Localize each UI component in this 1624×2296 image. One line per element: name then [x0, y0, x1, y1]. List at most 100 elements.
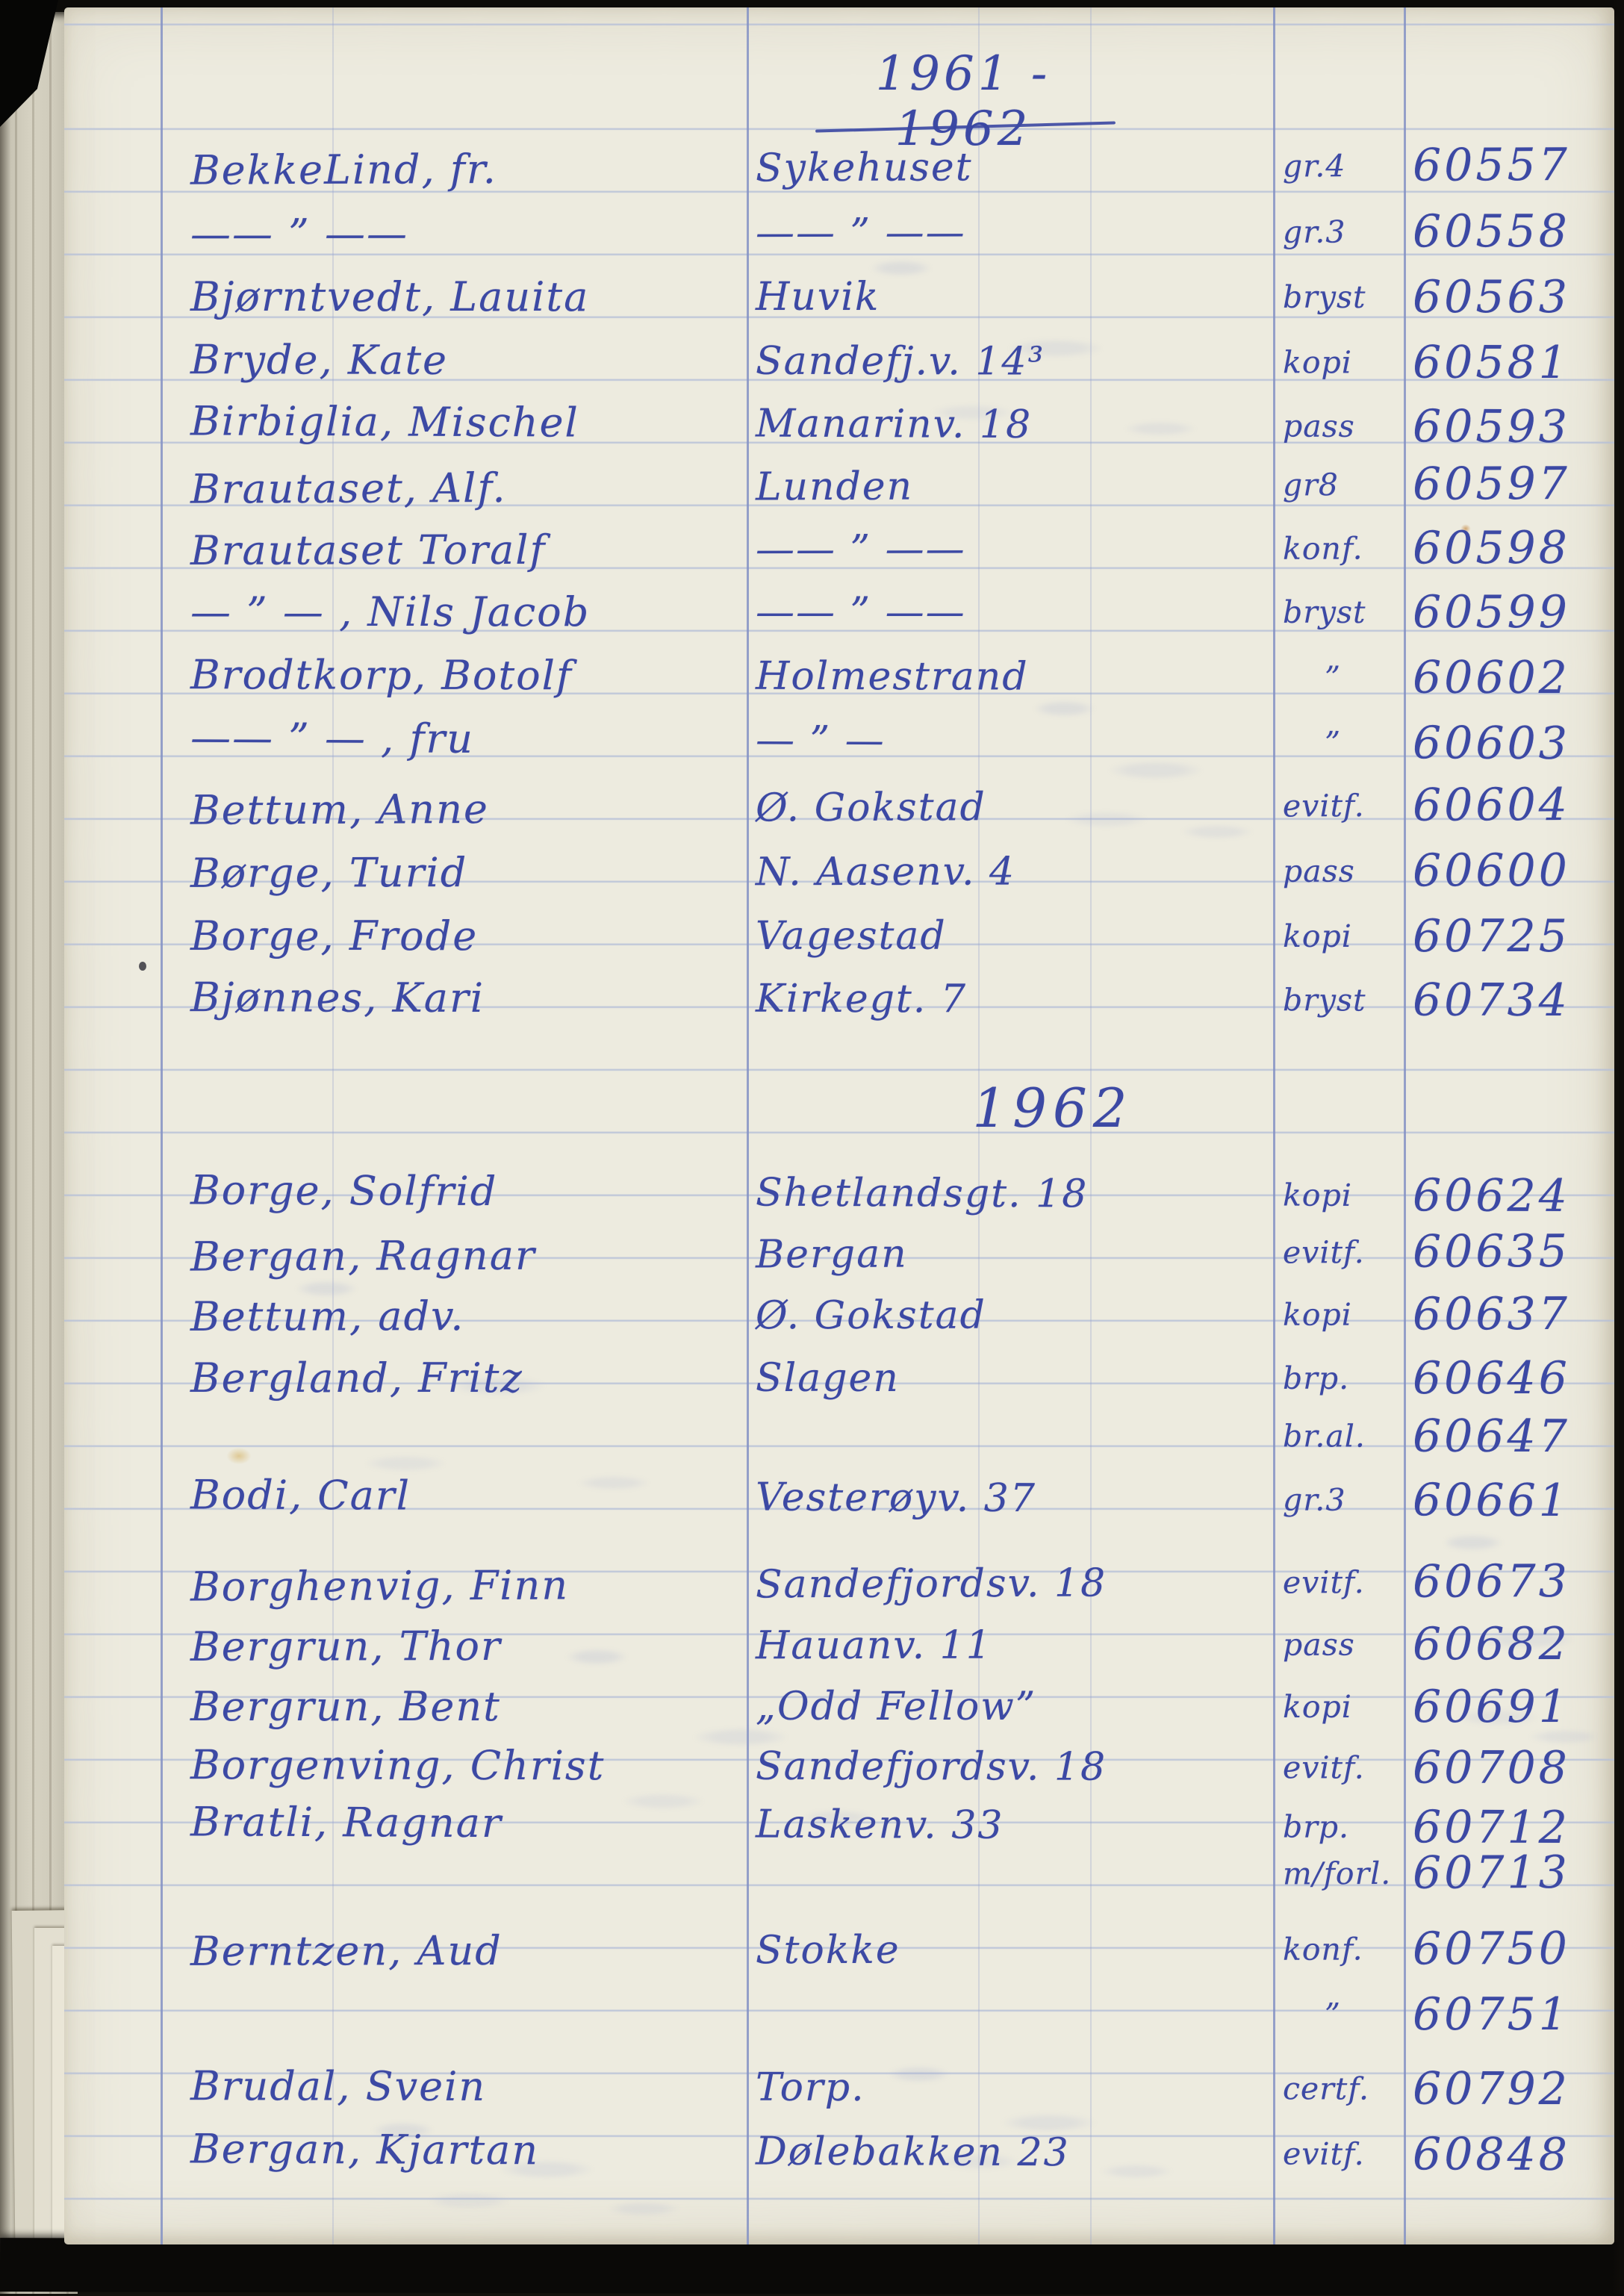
- faint-guide-line: [332, 7, 334, 2244]
- entry-number: 60604: [1412, 778, 1571, 832]
- ledger-row: —— ” — , fru — ” — ” 60603: [64, 708, 1614, 777]
- faint-guide-line: [1090, 7, 1092, 2244]
- entry-type: konf.: [1282, 530, 1363, 567]
- entry-number: 60624: [1412, 1169, 1571, 1223]
- entry-address: Slagen: [756, 1356, 900, 1401]
- entry-number: 60751: [1413, 1988, 1570, 2041]
- ledger-row: —— ” —— —— ” —— gr.3 60558: [64, 202, 1614, 267]
- ledger-row: Bettum, adv. Ø. Gokstad kopi 60637: [64, 1284, 1614, 1350]
- entry-address: „Odd Fellow”: [756, 1684, 1037, 1729]
- entry-name: Bjørntvedt, Lauita: [190, 273, 590, 320]
- entry-type: bryst: [1283, 279, 1366, 315]
- entry-address: Ø. Gokstad: [755, 785, 986, 831]
- entry-name: Bettum, adv.: [190, 1292, 465, 1340]
- ledger-row: Birbiglia, Mischel Manarinv. 18 pass 605…: [64, 391, 1614, 461]
- entry-number: 60848: [1412, 2128, 1571, 2182]
- entry-name: Bodi, Carl: [190, 1471, 411, 1519]
- entry-name: Børge, Turid: [190, 849, 468, 897]
- entry-number: 60597: [1412, 457, 1571, 511]
- entry-name: Borge, Frode: [190, 912, 479, 959]
- entry-address: Holmestrand: [755, 653, 1029, 700]
- entry-name: Berntzen, Aud: [190, 1926, 503, 1975]
- entry-address: Sandefjordsv. 18: [755, 1743, 1107, 1790]
- entry-number: 60581: [1412, 336, 1570, 390]
- entry-type: kopi: [1283, 918, 1352, 954]
- scan-right-edge: [1612, 0, 1624, 2294]
- ledger-row: Borge, Solfrid Shetlandsgt. 18 kopi 6062…: [64, 1160, 1614, 1230]
- ledger-row: Berntzen, Aud Stokke konf. 60750: [64, 1919, 1614, 1985]
- entry-name: Brautaset, Alf.: [190, 464, 507, 513]
- entry-name: Bergland, Fritz: [190, 1354, 523, 1401]
- entry-name: Bergrun, Thor: [190, 1622, 502, 1670]
- entry-name: Bjønnes, Kari: [190, 974, 485, 1022]
- entry-number: 60725: [1413, 910, 1570, 962]
- entry-type: evitf.: [1282, 1564, 1365, 1601]
- ledger-row: Børge, Turid N. Aasenv. 4 pass 60600: [64, 841, 1614, 906]
- entry-type: pass: [1282, 1626, 1355, 1663]
- section-year-header: 1962: [972, 1077, 1133, 1139]
- margin-line: [161, 7, 163, 2244]
- entry-type: konf.: [1282, 1931, 1363, 1967]
- entry-number: 60647: [1412, 1410, 1570, 1463]
- entry-name: Borghenvig, Finn: [190, 1561, 570, 1611]
- entry-type: ”: [1325, 1997, 1341, 2032]
- entry-type: evitf.: [1282, 1234, 1365, 1271]
- entry-name: BekkeLind, fr.: [190, 145, 498, 194]
- scan-bottom-edge: [0, 2238, 1624, 2296]
- entry-address: Sandefjordsv. 18: [755, 1561, 1107, 1608]
- entry-name: —— ” ——: [190, 210, 408, 258]
- faint-guide-line: [978, 7, 980, 2244]
- entry-name: Birbiglia, Mischel: [190, 397, 579, 447]
- entry-number: 60713: [1412, 1846, 1571, 1900]
- entry-address: Ø. Gokstad: [755, 1292, 986, 1339]
- entry-type: evitf.: [1282, 1749, 1365, 1786]
- entry-type: m/forl.: [1282, 1855, 1392, 1892]
- notebook-page: 1961 - 1962 1962 BekkeLind, fr. Sykehuse…: [64, 7, 1614, 2244]
- entry-number: 60646: [1413, 1352, 1570, 1404]
- entry-address: Kirkegt. 7: [755, 976, 968, 1022]
- ledger-row: Bryde, Kate Sandefj.v. 14³ kopi 60581: [64, 330, 1614, 396]
- entry-address: — ” —: [755, 718, 886, 764]
- entry-type: evitf.: [1282, 2135, 1365, 2172]
- entry-name: Bryde, Kate: [190, 336, 449, 384]
- entry-number: 60682: [1412, 1617, 1570, 1671]
- entry-address: Stokke: [755, 1927, 900, 1973]
- entry-address: Manarinv. 18: [755, 401, 1033, 448]
- ledger-row: m/forl. 60713: [64, 1843, 1614, 1912]
- entry-type: bryst: [1282, 982, 1366, 1018]
- entry-address: Sykehuset: [755, 145, 973, 191]
- ledger-row: ” 60751: [64, 1985, 1614, 2047]
- entry-address: —— ” ——: [756, 590, 966, 635]
- entry-number: 60558: [1412, 205, 1570, 258]
- entry-number: 60792: [1412, 2062, 1570, 2116]
- column-divider-address: [747, 7, 749, 2244]
- entry-type: bryst: [1283, 594, 1366, 630]
- column-divider-number: [1404, 7, 1406, 2244]
- entry-type: evitf.: [1282, 788, 1365, 824]
- ledger-row: Borge, Frode Vagestad kopi 60725: [64, 906, 1614, 969]
- ruled-lines: [64, 7, 1614, 2244]
- entry-address: —— ” ——: [755, 526, 966, 573]
- entry-type: pass: [1282, 853, 1355, 889]
- entry-type: br.al.: [1282, 1418, 1366, 1455]
- ledger-row: Bergrun, Bent „Odd Fellow” kopi 60691: [64, 1677, 1614, 1740]
- column-divider-type: [1273, 7, 1275, 2244]
- entry-number: 60602: [1412, 651, 1570, 705]
- entry-number: 60673: [1412, 1555, 1571, 1608]
- entry-name: Brudal, Svein: [190, 2062, 487, 2111]
- entry-address: Vagestad: [756, 914, 947, 959]
- entry-number: 60708: [1412, 1741, 1570, 1795]
- entry-number: 60598: [1412, 521, 1570, 575]
- ledger-row: Bergan, Kjartan Dølebakken 23 evitf. 608…: [64, 2119, 1614, 2188]
- entry-type: ”: [1324, 724, 1342, 761]
- entry-type: kopi: [1282, 1177, 1352, 1213]
- entry-number: 60599: [1413, 586, 1570, 638]
- entry-type: gr.4: [1282, 148, 1346, 184]
- entry-number: 60593: [1412, 400, 1571, 454]
- entry-address: N. Aasenv. 4: [755, 849, 1016, 895]
- entry-name: Brautaset Toralf: [190, 526, 547, 574]
- entry-type: kopi: [1282, 1296, 1352, 1333]
- ledger-row: Bodi, Carl Vesterøyv. 37 gr.3 60661: [64, 1465, 1614, 1534]
- entry-name: Bratli, Ragnar: [190, 1798, 503, 1847]
- entry-type: gr.3: [1282, 214, 1346, 250]
